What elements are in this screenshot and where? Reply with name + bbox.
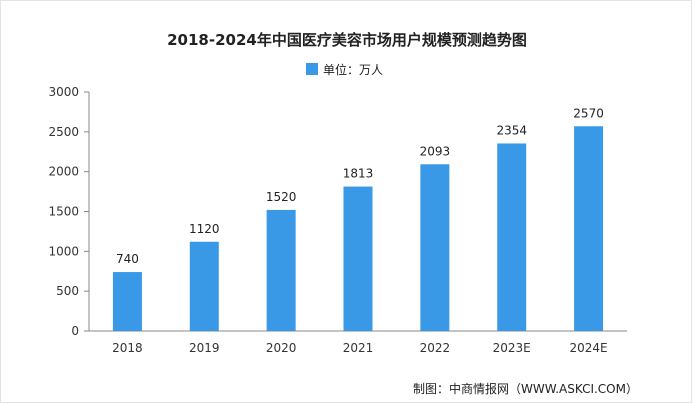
legend-label: 单位：万人 [323,62,383,77]
data-label-2022: 2093 [420,144,451,158]
data-label-2023E: 2354 [496,123,527,137]
legend: 单位：万人 [306,62,383,77]
data-label-2024E: 2570 [573,106,604,120]
x-tick-label-2019: 2019 [189,341,220,355]
x-tick-label-2018: 2018 [112,341,143,355]
y-tick-label: 3000 [48,85,79,99]
y-tick-label: 2000 [48,165,79,179]
chart-title: 2018-2024年中国医疗美容市场用户规模预测趋势图 [167,31,527,49]
y-tick-label: 2500 [48,125,79,139]
x-axis-ticks: 2018 2019 2020 2021 2022 2023E 2024E [112,341,607,355]
data-label-2021: 1813 [343,167,374,181]
x-tick-label-2024E: 2024E [570,341,608,355]
bar-2022 [420,164,450,331]
y-tick-label: 0 [71,324,79,338]
data-labels: 740 1120 1520 1813 2093 2354 2570 [116,106,604,266]
y-tick-label: 1000 [48,244,79,258]
bar-2018 [112,272,142,331]
data-label-2019: 1120 [189,222,220,236]
bars [112,126,604,331]
bar-2021 [343,186,373,331]
bar-2023E [497,143,527,331]
x-tick-label-2020: 2020 [266,341,297,355]
bar-2019 [189,241,219,331]
y-tick-label: 1500 [48,205,79,219]
data-label-2018: 740 [116,252,139,266]
source-credit: 制图：中商情报网（WWW.ASKCI.COM） [413,381,638,396]
y-tick-label: 500 [56,284,79,298]
bar-2020 [266,209,296,331]
data-label-2020: 1520 [266,190,297,204]
x-tick-label-2022: 2022 [420,341,451,355]
bar-2024E [574,126,604,331]
legend-swatch [306,63,318,75]
y-axis-ticks: 0 500 1000 1500 2000 2500 3000 [48,85,89,338]
x-tick-label-2021: 2021 [343,341,374,355]
x-tick-label-2023E: 2023E [493,341,531,355]
